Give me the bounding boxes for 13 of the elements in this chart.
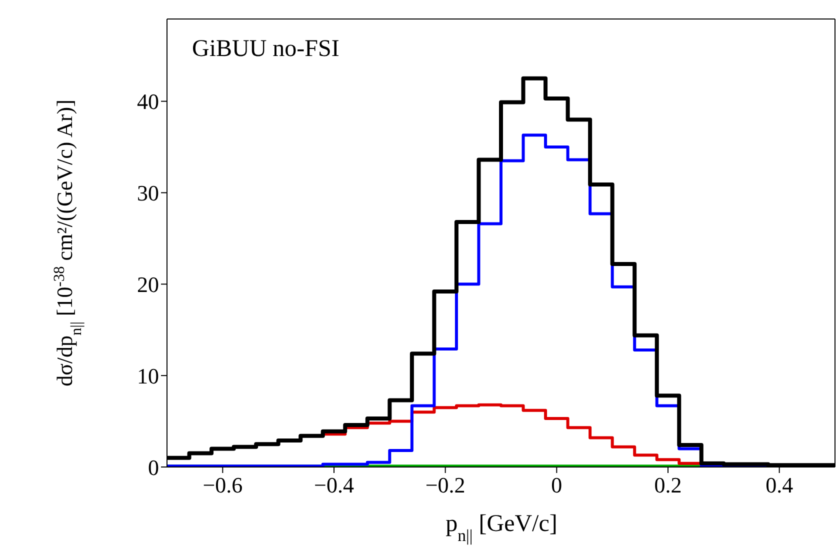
x-tick-label: 0.2 (654, 472, 682, 498)
y-tick-label: 20 (137, 272, 159, 297)
y-tick-label: 30 (137, 180, 159, 206)
x-tick-label: 0 (551, 472, 562, 498)
x-tick-label: 0.4 (766, 472, 794, 498)
y-tick-label: 0 (148, 454, 159, 480)
x-tick-label: −0.6 (202, 472, 243, 498)
annotation: GiBUU no-FSI (192, 36, 340, 62)
x-tick-label: −0.4 (314, 472, 354, 498)
x-tick-label: −0.2 (425, 472, 466, 498)
y-tick-label: 10 (137, 363, 159, 388)
x-axis-title: p$_{n||}$ [GeV/c] (446, 511, 558, 544)
y-tick-label: 40 (137, 89, 159, 114)
